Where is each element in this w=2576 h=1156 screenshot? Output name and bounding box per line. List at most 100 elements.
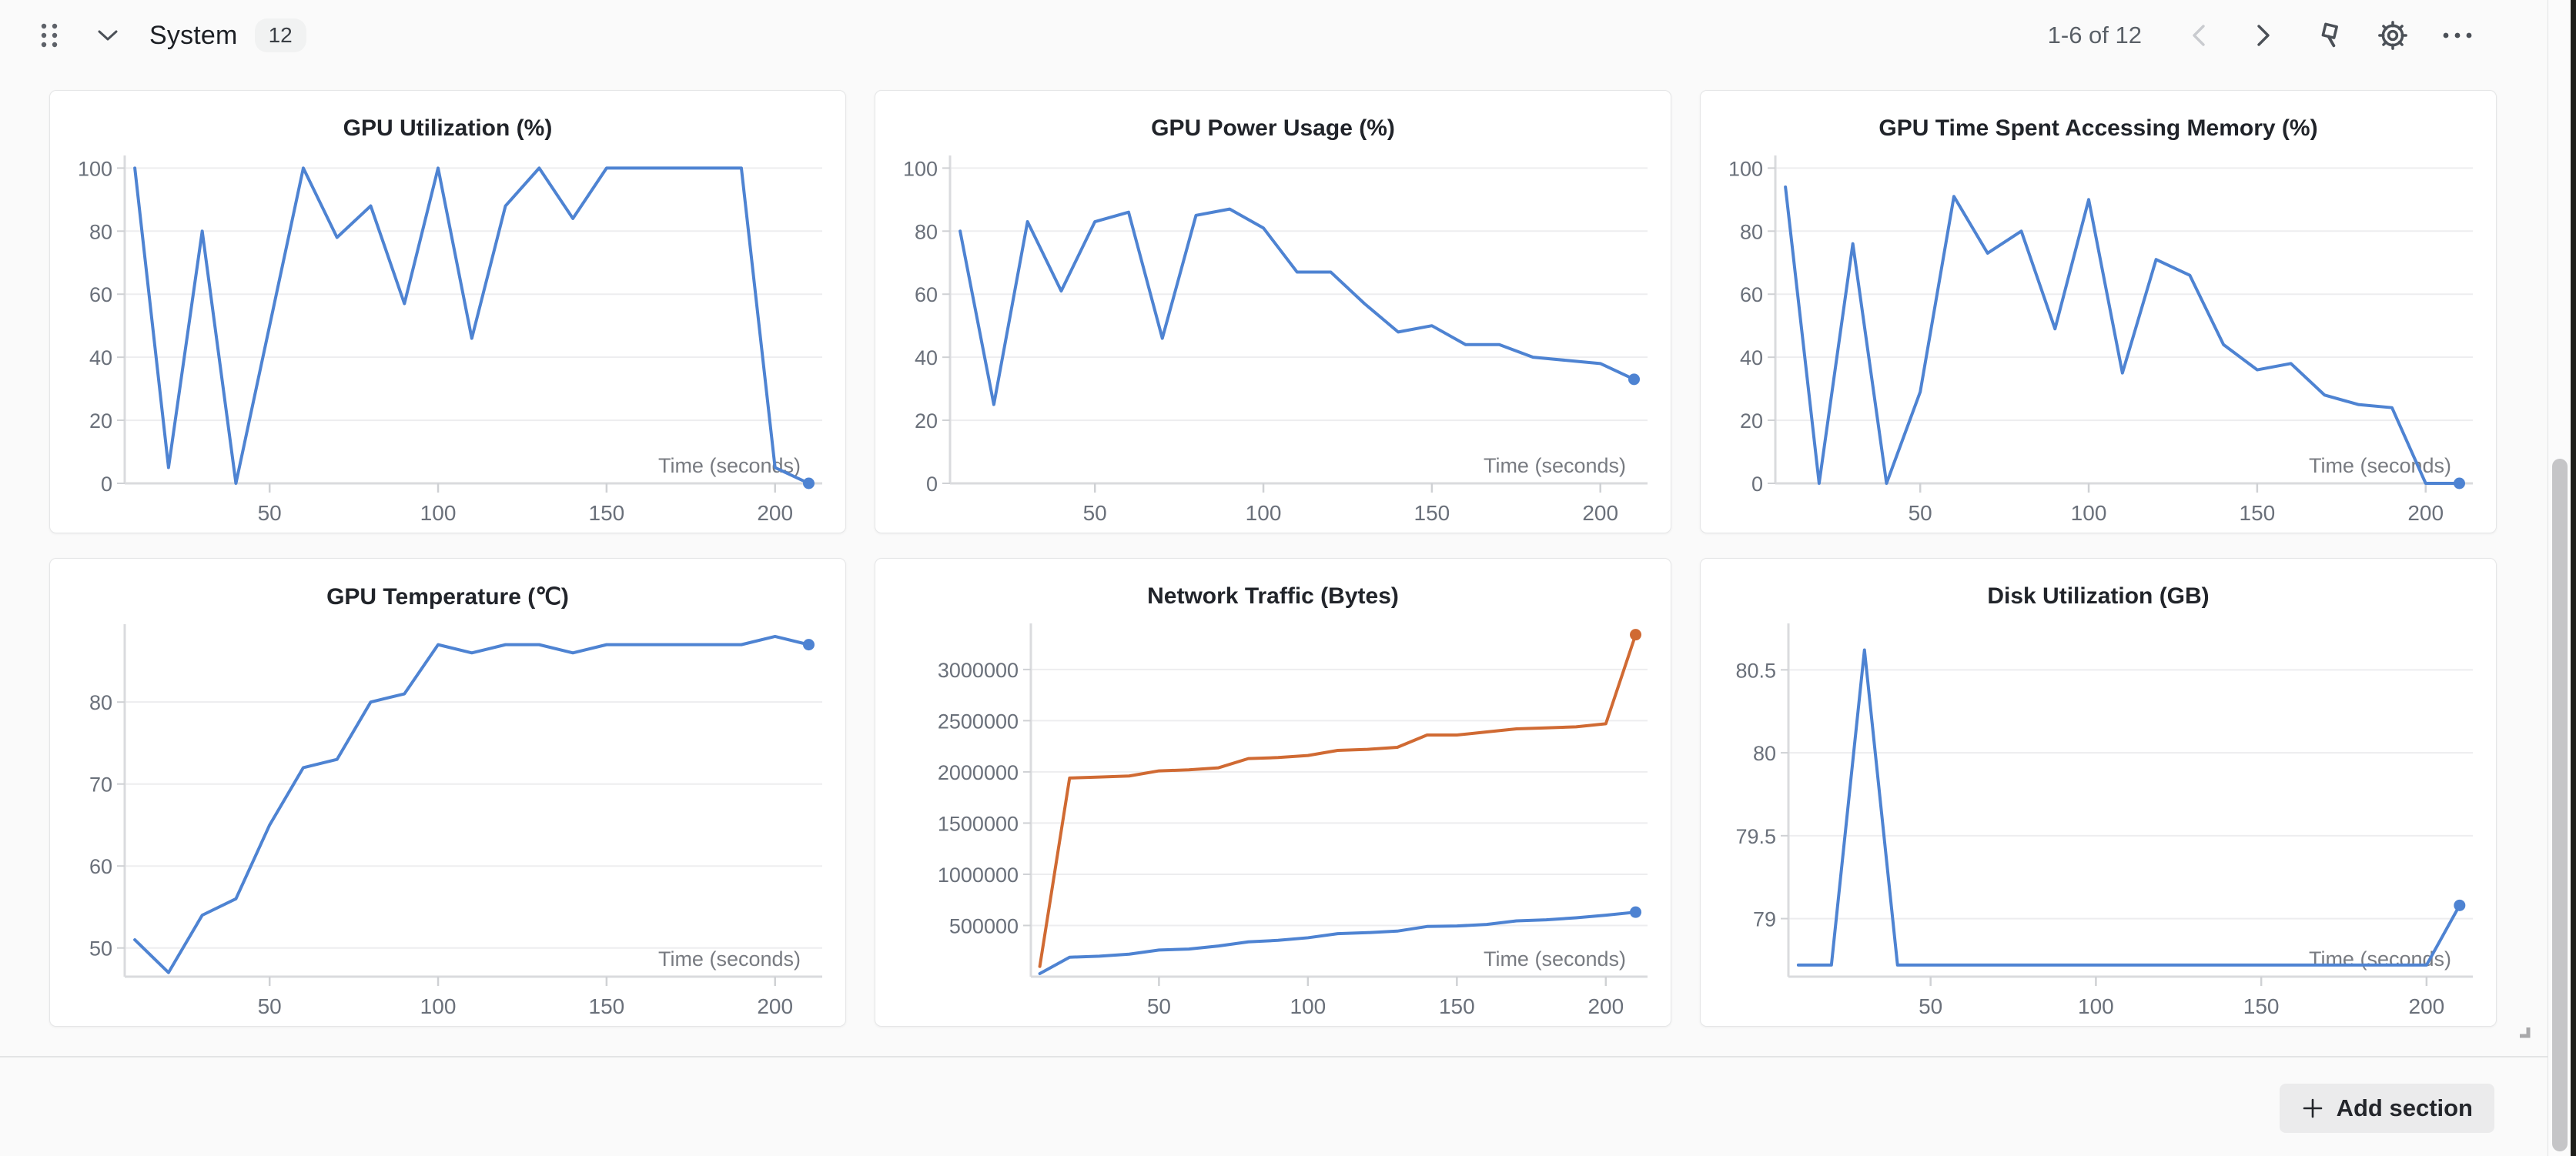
svg-text:Time (seconds): Time (seconds) xyxy=(2309,947,2451,971)
panel-card[interactable]: GPU Power Usage (%) 50 100 150 200 0 20 40 60 80… xyxy=(875,90,1671,533)
drag-handle-icon xyxy=(41,23,58,48)
next-page-button[interactable] xyxy=(2245,17,2282,54)
ellipsis-icon xyxy=(2443,32,2472,38)
line-chart[interactable]: 50 100 150 200 50 60 70 80 Time (seconds) xyxy=(52,613,844,1026)
line-chart[interactable]: 50 100 150 200 500000 1000000 1500000 2000000 25… xyxy=(877,613,1669,1026)
section-header: System 12 1-6 of 12 xyxy=(0,0,2541,71)
section-resize-handle[interactable] xyxy=(2517,1024,2534,1044)
svg-text:150: 150 xyxy=(2240,501,2276,525)
chevron-right-icon xyxy=(2257,25,2270,46)
svg-text:150: 150 xyxy=(1414,501,1450,525)
line-chart[interactable]: 50 100 150 200 79 79.5 80 80.5 Time (seconds) xyxy=(1702,613,2494,1026)
section-settings-button[interactable] xyxy=(2374,17,2411,54)
svg-text:40: 40 xyxy=(915,346,938,369)
svg-text:500000: 500000 xyxy=(949,914,1019,937)
svg-text:80: 80 xyxy=(1753,742,1776,765)
svg-text:200: 200 xyxy=(2407,501,2444,525)
chevron-left-icon xyxy=(2193,25,2205,46)
svg-text:100: 100 xyxy=(2071,501,2107,525)
panel-title: GPU Utilization (%) xyxy=(343,115,553,141)
section-divider xyxy=(0,1056,2548,1057)
panel-card[interactable]: GPU Utilization (%) 50 100 150 200 0 20 40 60 80… xyxy=(49,90,846,533)
svg-text:100: 100 xyxy=(1728,157,1763,180)
svg-text:79: 79 xyxy=(1753,908,1776,931)
line-chart[interactable]: 50 100 150 200 0 20 40 60 80 100 Time (seconds) xyxy=(52,145,844,533)
svg-text:150: 150 xyxy=(589,501,625,525)
svg-text:50: 50 xyxy=(1147,994,1171,1018)
svg-text:150: 150 xyxy=(1439,994,1475,1018)
svg-text:79.5: 79.5 xyxy=(1735,825,1776,848)
svg-text:80: 80 xyxy=(89,220,112,243)
screen-edge xyxy=(2571,0,2576,1156)
svg-text:100: 100 xyxy=(2078,994,2114,1018)
svg-text:50: 50 xyxy=(258,994,282,1018)
svg-text:40: 40 xyxy=(89,346,112,369)
section-more-button[interactable] xyxy=(2439,17,2476,54)
drag-handle[interactable] xyxy=(31,17,68,54)
svg-text:150: 150 xyxy=(589,994,625,1018)
panel-count-badge: 12 xyxy=(254,18,306,52)
svg-text:100: 100 xyxy=(420,994,457,1018)
svg-text:80: 80 xyxy=(915,220,938,243)
svg-text:100: 100 xyxy=(420,501,457,525)
panel-title: GPU Temperature (℃) xyxy=(326,584,569,610)
panel-title: Disk Utilization (GB) xyxy=(1987,583,2210,609)
svg-text:Time (seconds): Time (seconds) xyxy=(658,454,801,477)
svg-text:2000000: 2000000 xyxy=(938,761,1019,784)
svg-text:0: 0 xyxy=(1751,473,1763,496)
svg-text:200: 200 xyxy=(1587,994,1624,1018)
scrollbar-track[interactable] xyxy=(2548,0,2571,1156)
svg-text:50: 50 xyxy=(1909,501,1932,525)
panel-title: GPU Power Usage (%) xyxy=(1151,115,1395,141)
svg-text:80: 80 xyxy=(1740,220,1763,243)
svg-text:20: 20 xyxy=(89,409,112,433)
panel-card[interactable]: Network Traffic (Bytes) 50 100 150 200 50000… xyxy=(875,558,1671,1027)
svg-text:60: 60 xyxy=(915,283,938,306)
plus-icon xyxy=(2303,1098,2322,1118)
panel-grid: GPU Utilization (%) 50 100 150 200 0 20 40 60 80… xyxy=(49,90,2497,1027)
corner-handle-icon xyxy=(2520,1027,2531,1038)
svg-text:50: 50 xyxy=(89,937,112,961)
section-title: System xyxy=(149,20,238,50)
svg-text:200: 200 xyxy=(757,501,793,525)
svg-text:200: 200 xyxy=(1582,501,1618,525)
panel-card[interactable]: GPU Time Spent Accessing Memory (%) 50 10… xyxy=(1700,90,2497,533)
pagination-range: 1-6 of 12 xyxy=(2047,22,2142,48)
svg-text:Time (seconds): Time (seconds) xyxy=(2309,454,2451,477)
pushpin-icon xyxy=(2321,22,2338,48)
svg-text:20: 20 xyxy=(915,409,938,433)
add-section-button[interactable]: Add section xyxy=(2279,1084,2494,1133)
line-chart[interactable]: 50 100 150 200 0 20 40 60 80 100 Time (seconds) xyxy=(877,145,1669,533)
svg-text:60: 60 xyxy=(89,283,112,306)
svg-text:3000000: 3000000 xyxy=(938,659,1019,682)
svg-text:150: 150 xyxy=(2243,994,2280,1018)
svg-text:100: 100 xyxy=(1290,994,1326,1018)
svg-text:1500000: 1500000 xyxy=(938,812,1019,835)
svg-text:Time (seconds): Time (seconds) xyxy=(1484,454,1626,477)
prev-page-button[interactable] xyxy=(2180,17,2217,54)
scrollbar-thumb[interactable] xyxy=(2552,459,2568,1151)
svg-text:80: 80 xyxy=(89,691,112,714)
svg-text:100: 100 xyxy=(1246,501,1282,525)
svg-text:2500000: 2500000 xyxy=(938,710,1019,733)
svg-text:Time (seconds): Time (seconds) xyxy=(658,947,801,971)
section-collapse-button[interactable] xyxy=(89,17,126,54)
svg-text:200: 200 xyxy=(757,994,793,1018)
svg-text:200: 200 xyxy=(2409,994,2445,1018)
add-section-label: Add section xyxy=(2336,1094,2473,1121)
svg-text:50: 50 xyxy=(258,501,282,525)
pin-section-button[interactable] xyxy=(2310,17,2347,54)
panel-title: GPU Time Spent Accessing Memory (%) xyxy=(1878,115,2318,141)
svg-text:60: 60 xyxy=(1740,283,1763,306)
svg-text:20: 20 xyxy=(1740,409,1763,433)
svg-text:70: 70 xyxy=(89,773,112,797)
svg-text:50: 50 xyxy=(1083,501,1107,525)
svg-text:40: 40 xyxy=(1740,346,1763,369)
panel-card[interactable]: Disk Utilization (GB) 50 100 150 200 79 79.5 8… xyxy=(1700,558,2497,1027)
panel-card[interactable]: GPU Temperature (℃) 50 100 150 200 50 60 70 80 T… xyxy=(49,558,846,1027)
line-chart[interactable]: 50 100 150 200 0 20 40 60 80 100 Time (seconds) xyxy=(1702,145,2494,533)
svg-text:0: 0 xyxy=(101,473,112,496)
gear-icon xyxy=(2378,21,2407,50)
chevron-down-icon xyxy=(98,30,118,41)
